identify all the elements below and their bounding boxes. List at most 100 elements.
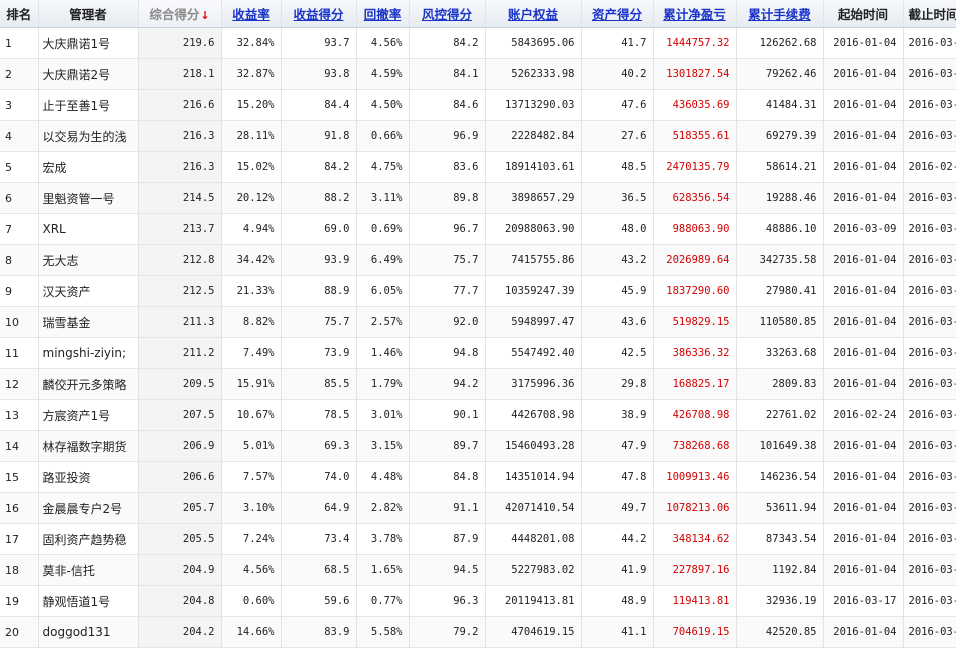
cell-manager: 大庆鼎诺2号	[38, 58, 139, 90]
cell-equity: 5227983.02	[485, 554, 582, 586]
cell-composite-score: 213.7	[138, 213, 222, 245]
cell-return-score: 69.3	[281, 430, 357, 462]
cell-cum-fee: 342735.58	[736, 244, 824, 276]
cell-asset-score: 36.5	[581, 182, 654, 214]
cell-equity: 5948997.47	[485, 306, 582, 338]
col-rank-header: 排名	[0, 0, 39, 28]
cell-equity: 2228482.84	[485, 120, 582, 152]
cell-risk-score: 75.7	[409, 244, 486, 276]
cell-asset-score: 48.9	[581, 585, 654, 617]
sort-desc-arrow-icon: ↓	[200, 9, 210, 22]
col-return-rate-header[interactable]: 收益率	[221, 0, 282, 28]
cell-manager: mingshi-ziyin;	[38, 337, 139, 369]
cell-cum-pnl: 1301827.54	[653, 58, 737, 90]
cell-risk-score: 83.6	[409, 151, 486, 183]
cell-cum-pnl: 1009913.46	[653, 461, 737, 493]
col-risk-score-header[interactable]: 风控得分	[409, 0, 486, 28]
cell-drawdown: 4.75%	[356, 151, 410, 183]
table-row: 20 doggod131 204.2 14.66% 83.9 5.58% 79.2 47046…	[0, 616, 956, 648]
cell-equity: 42071410.54	[485, 492, 582, 524]
cell-risk-score: 84.8	[409, 461, 486, 493]
cell-return-rate: 15.20%	[221, 89, 282, 121]
cell-return-score: 84.4	[281, 89, 357, 121]
cell-composite-score: 206.6	[138, 461, 222, 493]
cell-return-rate: 5.01%	[221, 430, 282, 462]
col-composite-score-header[interactable]: 综合得分↓	[138, 0, 222, 28]
cell-cum-pnl: 519829.15	[653, 306, 737, 338]
cell-cum-fee: 42520.85	[736, 616, 824, 648]
cell-risk-score: 90.1	[409, 399, 486, 431]
cell-cum-fee: 110580.85	[736, 306, 824, 338]
cell-drawdown: 2.82%	[356, 492, 410, 524]
col-equity-header[interactable]: 账户权益	[485, 0, 582, 28]
cell-cum-pnl: 168825.17	[653, 368, 737, 400]
cell-risk-score: 87.9	[409, 523, 486, 555]
cell-return-rate: 7.49%	[221, 337, 282, 369]
cell-asset-score: 43.6	[581, 306, 654, 338]
cell-composite-score: 205.7	[138, 492, 222, 524]
cell-rank: 13	[0, 399, 39, 431]
cell-drawdown: 4.50%	[356, 89, 410, 121]
cell-rank: 17	[0, 523, 39, 555]
cell-start-date: 2016-01-04	[823, 461, 904, 493]
cell-rank: 18	[0, 554, 39, 586]
cell-asset-score: 45.9	[581, 275, 654, 307]
cell-equity: 10359247.39	[485, 275, 582, 307]
cell-end-date: 2016-03-31	[903, 430, 956, 462]
cell-manager: 林存福数字期货	[38, 430, 139, 462]
cell-end-date: 2016-02-26	[903, 151, 956, 183]
cell-return-score: 73.9	[281, 337, 357, 369]
cell-drawdown: 1.79%	[356, 368, 410, 400]
cell-start-date: 2016-01-04	[823, 27, 904, 59]
cell-drawdown: 4.56%	[356, 27, 410, 59]
cell-drawdown: 4.59%	[356, 58, 410, 90]
cell-manager: 静观悟道1号	[38, 585, 139, 617]
cell-asset-score: 41.1	[581, 616, 654, 648]
cell-cum-fee: 126262.68	[736, 27, 824, 59]
table-row: 7 XRL 213.7 4.94% 69.0 0.69% 96.7 20988063.90 48…	[0, 213, 956, 245]
cell-asset-score: 49.7	[581, 492, 654, 524]
cell-return-score: 84.2	[281, 151, 357, 183]
cell-manager: 莫非-信托	[38, 554, 139, 586]
col-cum-fee-header[interactable]: 累计手续费	[736, 0, 824, 28]
col-asset-score-header[interactable]: 资产得分	[581, 0, 654, 28]
cell-return-rate: 15.02%	[221, 151, 282, 183]
cell-return-score: 93.8	[281, 58, 357, 90]
cell-cum-pnl: 2026989.64	[653, 244, 737, 276]
table-row: 16 金晨晨专户2号 205.7 3.10% 64.9 2.82% 91.1 42071410…	[0, 492, 956, 524]
cell-manager: 瑞雪基金	[38, 306, 139, 338]
cell-composite-score: 212.8	[138, 244, 222, 276]
cell-drawdown: 0.69%	[356, 213, 410, 245]
cell-asset-score: 43.2	[581, 244, 654, 276]
col-drawdown-header[interactable]: 回撤率	[356, 0, 410, 28]
col-cum-pnl-header[interactable]: 累计净盈亏	[653, 0, 737, 28]
cell-return-score: 78.5	[281, 399, 357, 431]
cell-rank: 19	[0, 585, 39, 617]
cell-return-score: 85.5	[281, 368, 357, 400]
cell-risk-score: 96.3	[409, 585, 486, 617]
cell-composite-score: 209.5	[138, 368, 222, 400]
cell-composite-score: 205.5	[138, 523, 222, 555]
cell-end-date: 2016-03-31	[903, 368, 956, 400]
cell-drawdown: 1.65%	[356, 554, 410, 586]
cell-cum-pnl: 436035.69	[653, 89, 737, 121]
cell-start-date: 2016-01-04	[823, 182, 904, 214]
cell-cum-fee: 101649.38	[736, 430, 824, 462]
cell-cum-fee: 87343.54	[736, 523, 824, 555]
col-return-score-header[interactable]: 收益得分	[281, 0, 357, 28]
cell-drawdown: 1.46%	[356, 337, 410, 369]
cell-return-rate: 14.66%	[221, 616, 282, 648]
cell-risk-score: 94.5	[409, 554, 486, 586]
cell-manager: 无大志	[38, 244, 139, 276]
cell-asset-score: 44.2	[581, 523, 654, 555]
cell-end-date: 2016-03-31	[903, 337, 956, 369]
cell-asset-score: 29.8	[581, 368, 654, 400]
cell-asset-score: 27.6	[581, 120, 654, 152]
cell-manager: 大庆鼎诺1号	[38, 27, 139, 59]
cell-return-score: 88.2	[281, 182, 357, 214]
cell-cum-pnl: 738268.68	[653, 430, 737, 462]
cell-composite-score: 216.3	[138, 120, 222, 152]
cell-start-date: 2016-01-04	[823, 492, 904, 524]
cell-cum-pnl: 628356.54	[653, 182, 737, 214]
cell-cum-fee: 41484.31	[736, 89, 824, 121]
